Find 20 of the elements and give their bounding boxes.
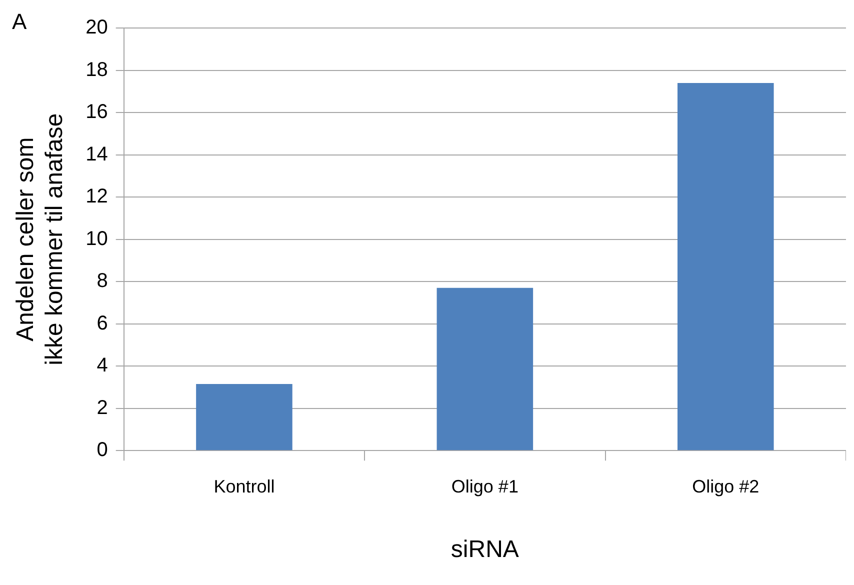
y-tick-label: 2	[96, 396, 108, 419]
y-tick-label: 0	[96, 439, 108, 462]
text: A	[12, 9, 27, 34]
x-axis-title: siRNA	[450, 536, 519, 564]
x-tick-label: Kontroll	[214, 476, 275, 496]
y-tick-label: 18	[86, 58, 108, 81]
y-axis-title: Andelen celler som ikke kommer til anafase	[12, 113, 68, 366]
bar	[678, 82, 774, 450]
bar	[196, 384, 292, 450]
x-tick-label: Oligo #1	[451, 476, 518, 496]
y-tick-label: 20	[86, 16, 108, 39]
y-tick-label: 8	[96, 270, 108, 292]
y-tick-label: 6	[96, 312, 108, 334]
y-tick-label: 12	[86, 186, 108, 208]
x-tick-label: Oligo #2	[692, 476, 760, 496]
y-tick-label: 4	[96, 354, 108, 377]
y-tick-label: 10	[86, 228, 108, 250]
y-tick-label: 16	[86, 101, 108, 124]
bar	[436, 288, 534, 450]
y-tick-label: 14	[86, 143, 108, 166]
